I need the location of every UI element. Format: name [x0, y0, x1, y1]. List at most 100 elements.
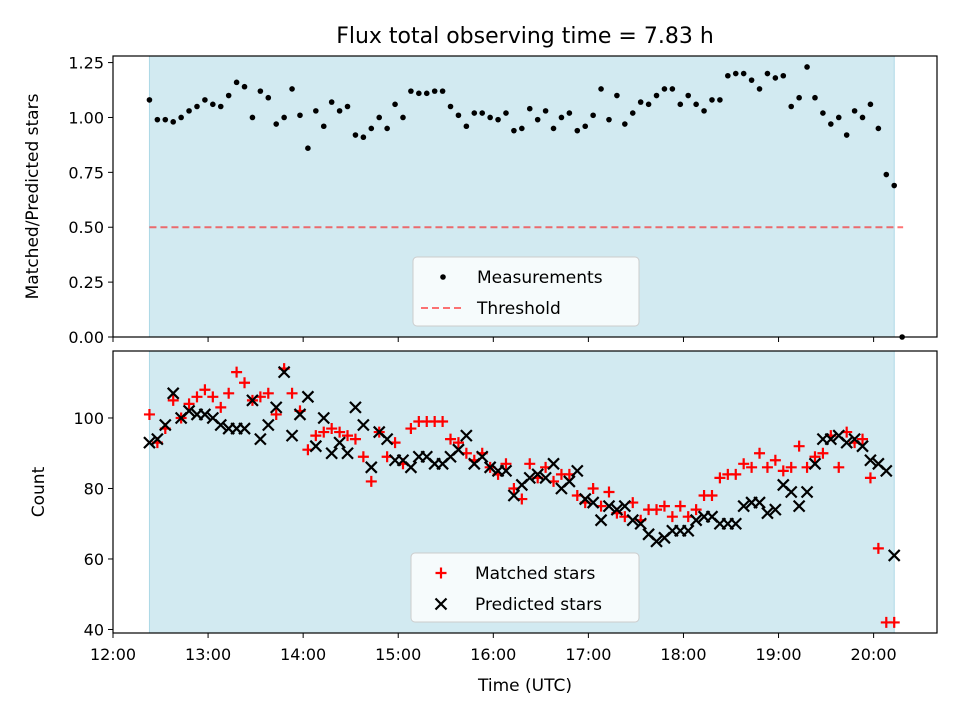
measurement-point	[756, 86, 763, 92]
predicted-star-point	[404, 461, 418, 474]
measurement-point	[265, 94, 272, 101]
measurement-point	[154, 116, 161, 123]
matched-star-point	[262, 387, 274, 399]
predicted-star-point	[198, 408, 212, 421]
measurement-point	[178, 114, 184, 121]
matched-star-point	[785, 461, 797, 473]
measurement-point	[360, 134, 367, 141]
predicted-star-point	[800, 485, 814, 499]
predicted-star-point	[681, 524, 695, 538]
predicted-star-point	[840, 436, 853, 449]
measurement-point	[606, 116, 612, 123]
legend-box	[410, 552, 640, 623]
predicted-star-point	[475, 450, 489, 464]
legend-label: Predicted stars	[475, 595, 602, 615]
predicted-star-point	[277, 365, 291, 379]
matched-star-point	[452, 437, 464, 449]
measurement-point	[772, 75, 779, 81]
measurement-point	[463, 123, 470, 130]
matched-star-point	[215, 401, 227, 413]
matched-star-point	[793, 440, 805, 452]
predicted-star-point	[769, 503, 782, 516]
predicted-star-point	[349, 401, 362, 414]
legend-label: Measurements	[477, 268, 603, 288]
predicted-star-point	[531, 468, 544, 481]
measurement-point	[804, 64, 810, 70]
matched-star-point	[500, 458, 512, 470]
predicted-star-point	[824, 432, 838, 446]
measurement-point	[313, 108, 319, 114]
measurement-point	[637, 99, 644, 105]
predicted-star-point	[159, 418, 172, 432]
measurement-point	[479, 110, 486, 116]
chart-title: Flux total observing time = 7.83 h	[336, 24, 714, 49]
panel-ratio: 0.00 0.25 0.50 0.75 1.00 1.25 Matched/Predicte…	[23, 54, 938, 347]
predicted-star-point	[792, 499, 806, 513]
measurement-point	[796, 94, 802, 101]
y-axis-label: Count	[29, 466, 49, 517]
legend-marker-measurements	[440, 274, 446, 280]
measurement-point	[740, 70, 747, 77]
predicted-star-point	[784, 485, 798, 499]
measurement-point	[812, 94, 818, 101]
measurement-point	[534, 116, 541, 123]
measurement-point	[384, 125, 390, 132]
y-tick-label: 1.25	[68, 54, 104, 73]
matched-star-point	[888, 616, 900, 628]
matched-star-point	[286, 387, 298, 399]
measurement-point	[526, 105, 533, 112]
predicted-star-point	[285, 429, 299, 442]
matched-star-point	[769, 454, 781, 466]
measurement-point	[677, 101, 684, 108]
series-measurements	[146, 64, 905, 340]
measurement-point	[843, 132, 850, 138]
x-tick-label: 12:00	[90, 645, 136, 664]
predicted-star-point	[333, 436, 346, 449]
matched-star-point	[310, 430, 322, 442]
measurement-point	[217, 103, 224, 110]
predicted-star-point	[143, 436, 156, 449]
measurement-point	[320, 123, 327, 130]
measurement-point	[574, 127, 581, 134]
measurement-point	[146, 97, 153, 103]
matched-star-point	[349, 433, 361, 445]
series-predicted-stars	[143, 365, 901, 562]
measurement-point	[598, 86, 604, 92]
predicted-star-point	[729, 517, 743, 531]
measurement-point	[566, 110, 573, 116]
matched-star-point	[357, 451, 369, 463]
matched-star-point	[191, 391, 203, 403]
matched-star-point	[405, 423, 417, 435]
measurement-point	[867, 101, 874, 108]
predicted-star-point	[808, 457, 822, 471]
axes-frame	[112, 55, 938, 338]
measurement-point	[558, 114, 565, 121]
matched-star-point	[666, 511, 678, 523]
y-axis-label: Matched/Predicted stars	[23, 93, 43, 299]
measurement-point	[614, 92, 620, 99]
matched-star-point	[706, 490, 718, 502]
measurement-point	[780, 72, 787, 79]
measurement-point	[891, 182, 898, 189]
y-tick-label: 0.00	[68, 328, 104, 347]
measurement-point	[336, 108, 343, 114]
matched-star-point	[524, 458, 536, 470]
axes-frame	[112, 350, 938, 634]
measurement-point	[542, 108, 549, 114]
measurement-point	[748, 77, 755, 83]
legend: Matched stars Predicted stars	[410, 552, 640, 623]
measurement-point	[550, 125, 557, 132]
predicted-star-point	[547, 457, 560, 471]
predicted-star-point	[293, 408, 307, 421]
predicted-star-point	[357, 418, 370, 432]
legend: Measurements Threshold	[412, 256, 640, 327]
predicted-star-point	[166, 387, 180, 400]
matched-star-point	[207, 391, 219, 403]
measurement-point	[194, 103, 200, 110]
predicted-star-point	[483, 461, 497, 474]
predicted-star-point	[626, 513, 640, 527]
measurement-point	[693, 101, 699, 108]
legend-label: Threshold	[476, 299, 561, 319]
matched-star-point	[857, 433, 869, 445]
